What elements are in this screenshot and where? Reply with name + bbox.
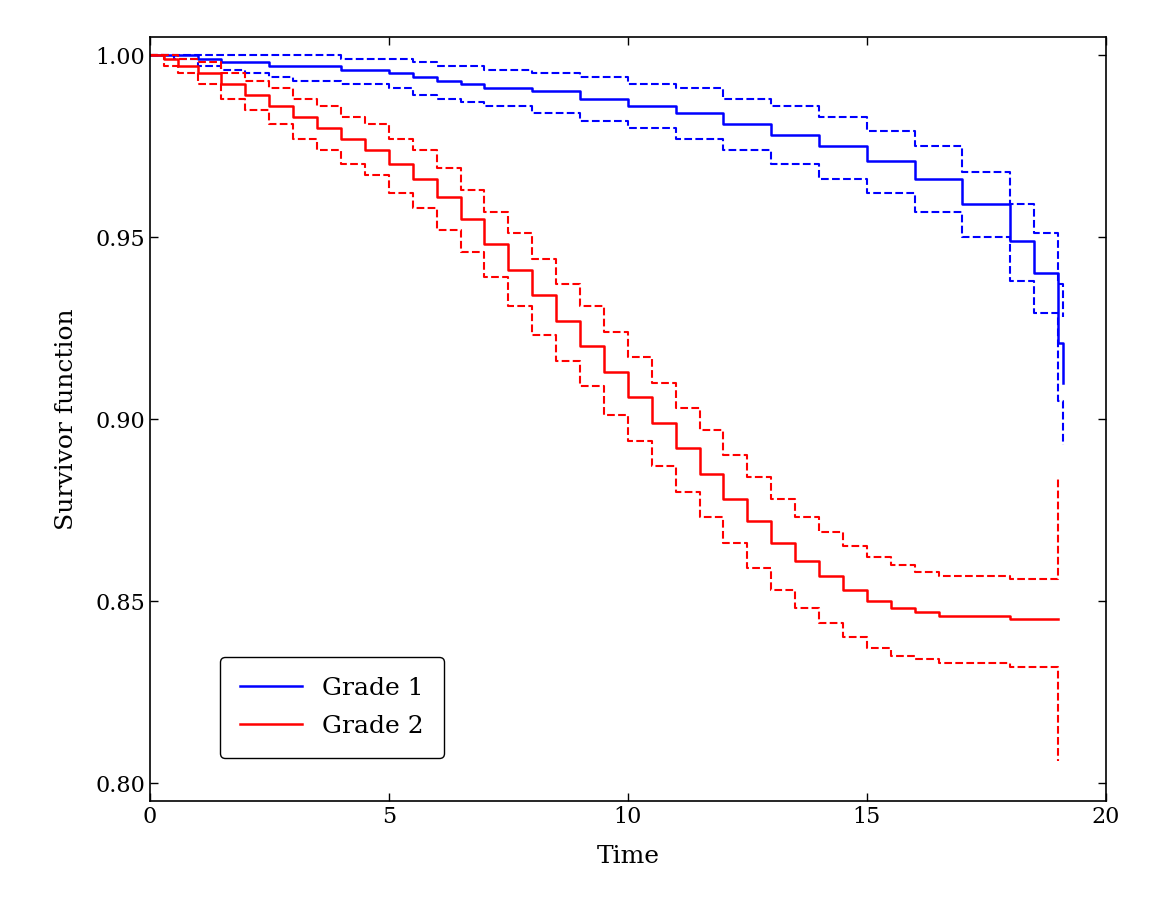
Grade 2 xyxy=(692,468,706,479)
Line: Grade 2: Grade 2 xyxy=(150,55,1058,619)
Grade 1 xyxy=(454,78,468,89)
Grade 1 xyxy=(1051,337,1064,348)
Grade 1 xyxy=(430,75,444,86)
Grade 1 xyxy=(143,50,157,61)
Grade 2 xyxy=(501,264,515,275)
Grade 1 xyxy=(263,61,276,72)
Line: Grade 1: Grade 1 xyxy=(150,55,1063,382)
Grade 1 xyxy=(478,82,492,93)
Grade 2 xyxy=(381,158,396,169)
Grade 1 xyxy=(214,57,228,68)
Grade 1 xyxy=(406,71,419,82)
Grade 1 xyxy=(717,119,730,130)
Grade 2 xyxy=(836,585,850,596)
Grade 2 xyxy=(430,192,444,203)
Grade 2 xyxy=(310,122,324,134)
Grade 2 xyxy=(979,610,993,621)
Grade 2 xyxy=(172,61,185,72)
Grade 1 xyxy=(334,64,348,76)
Grade 2 xyxy=(286,111,300,122)
Grade 2 xyxy=(478,239,492,250)
Grade 2 xyxy=(263,100,276,111)
Grade 2 xyxy=(238,89,252,100)
Legend: Grade 1, Grade 2: Grade 1, Grade 2 xyxy=(220,658,444,758)
Grade 2 xyxy=(668,443,682,454)
Grade 2 xyxy=(597,367,611,378)
Grade 2 xyxy=(1028,613,1041,624)
Grade 2 xyxy=(525,290,539,301)
Grade 2 xyxy=(788,555,802,566)
X-axis label: Time: Time xyxy=(597,845,659,868)
Grade 1 xyxy=(1028,268,1041,279)
Grade 2 xyxy=(717,494,730,505)
Grade 1 xyxy=(238,57,252,68)
Grade 2 xyxy=(574,341,588,352)
Grade 1 xyxy=(859,155,874,166)
Grade 1 xyxy=(1056,377,1070,388)
Grade 2 xyxy=(956,610,970,621)
Grade 1 xyxy=(525,86,539,97)
Grade 1 xyxy=(765,130,779,141)
Grade 2 xyxy=(621,391,635,402)
Grade 1 xyxy=(286,61,300,72)
Grade 2 xyxy=(1051,613,1064,624)
Grade 2 xyxy=(859,596,874,607)
Grade 2 xyxy=(1003,613,1017,624)
Grade 2 xyxy=(765,537,779,548)
Grade 1 xyxy=(956,199,970,210)
Grade 2 xyxy=(143,50,157,61)
Grade 2 xyxy=(884,603,897,614)
Grade 1 xyxy=(812,141,826,152)
Grade 2 xyxy=(406,173,419,184)
Grade 1 xyxy=(190,53,205,64)
Grade 1 xyxy=(167,50,181,61)
Grade 1 xyxy=(200,53,214,64)
Grade 2 xyxy=(157,53,170,64)
Grade 1 xyxy=(621,100,635,111)
Grade 2 xyxy=(454,214,468,225)
Grade 1 xyxy=(908,173,922,184)
Grade 2 xyxy=(334,134,348,145)
Grade 2 xyxy=(550,315,563,326)
Grade 2 xyxy=(932,610,946,621)
Grade 2 xyxy=(190,68,205,79)
Y-axis label: Survivor function: Survivor function xyxy=(55,309,78,530)
Grade 1 xyxy=(668,108,682,119)
Grade 2 xyxy=(645,417,659,428)
Grade 1 xyxy=(1003,235,1017,246)
Grade 1 xyxy=(574,93,588,104)
Grade 2 xyxy=(741,516,755,527)
Grade 2 xyxy=(812,570,826,581)
Grade 1 xyxy=(381,68,396,79)
Grade 2 xyxy=(214,78,228,89)
Grade 2 xyxy=(908,606,922,617)
Grade 2 xyxy=(358,145,372,156)
